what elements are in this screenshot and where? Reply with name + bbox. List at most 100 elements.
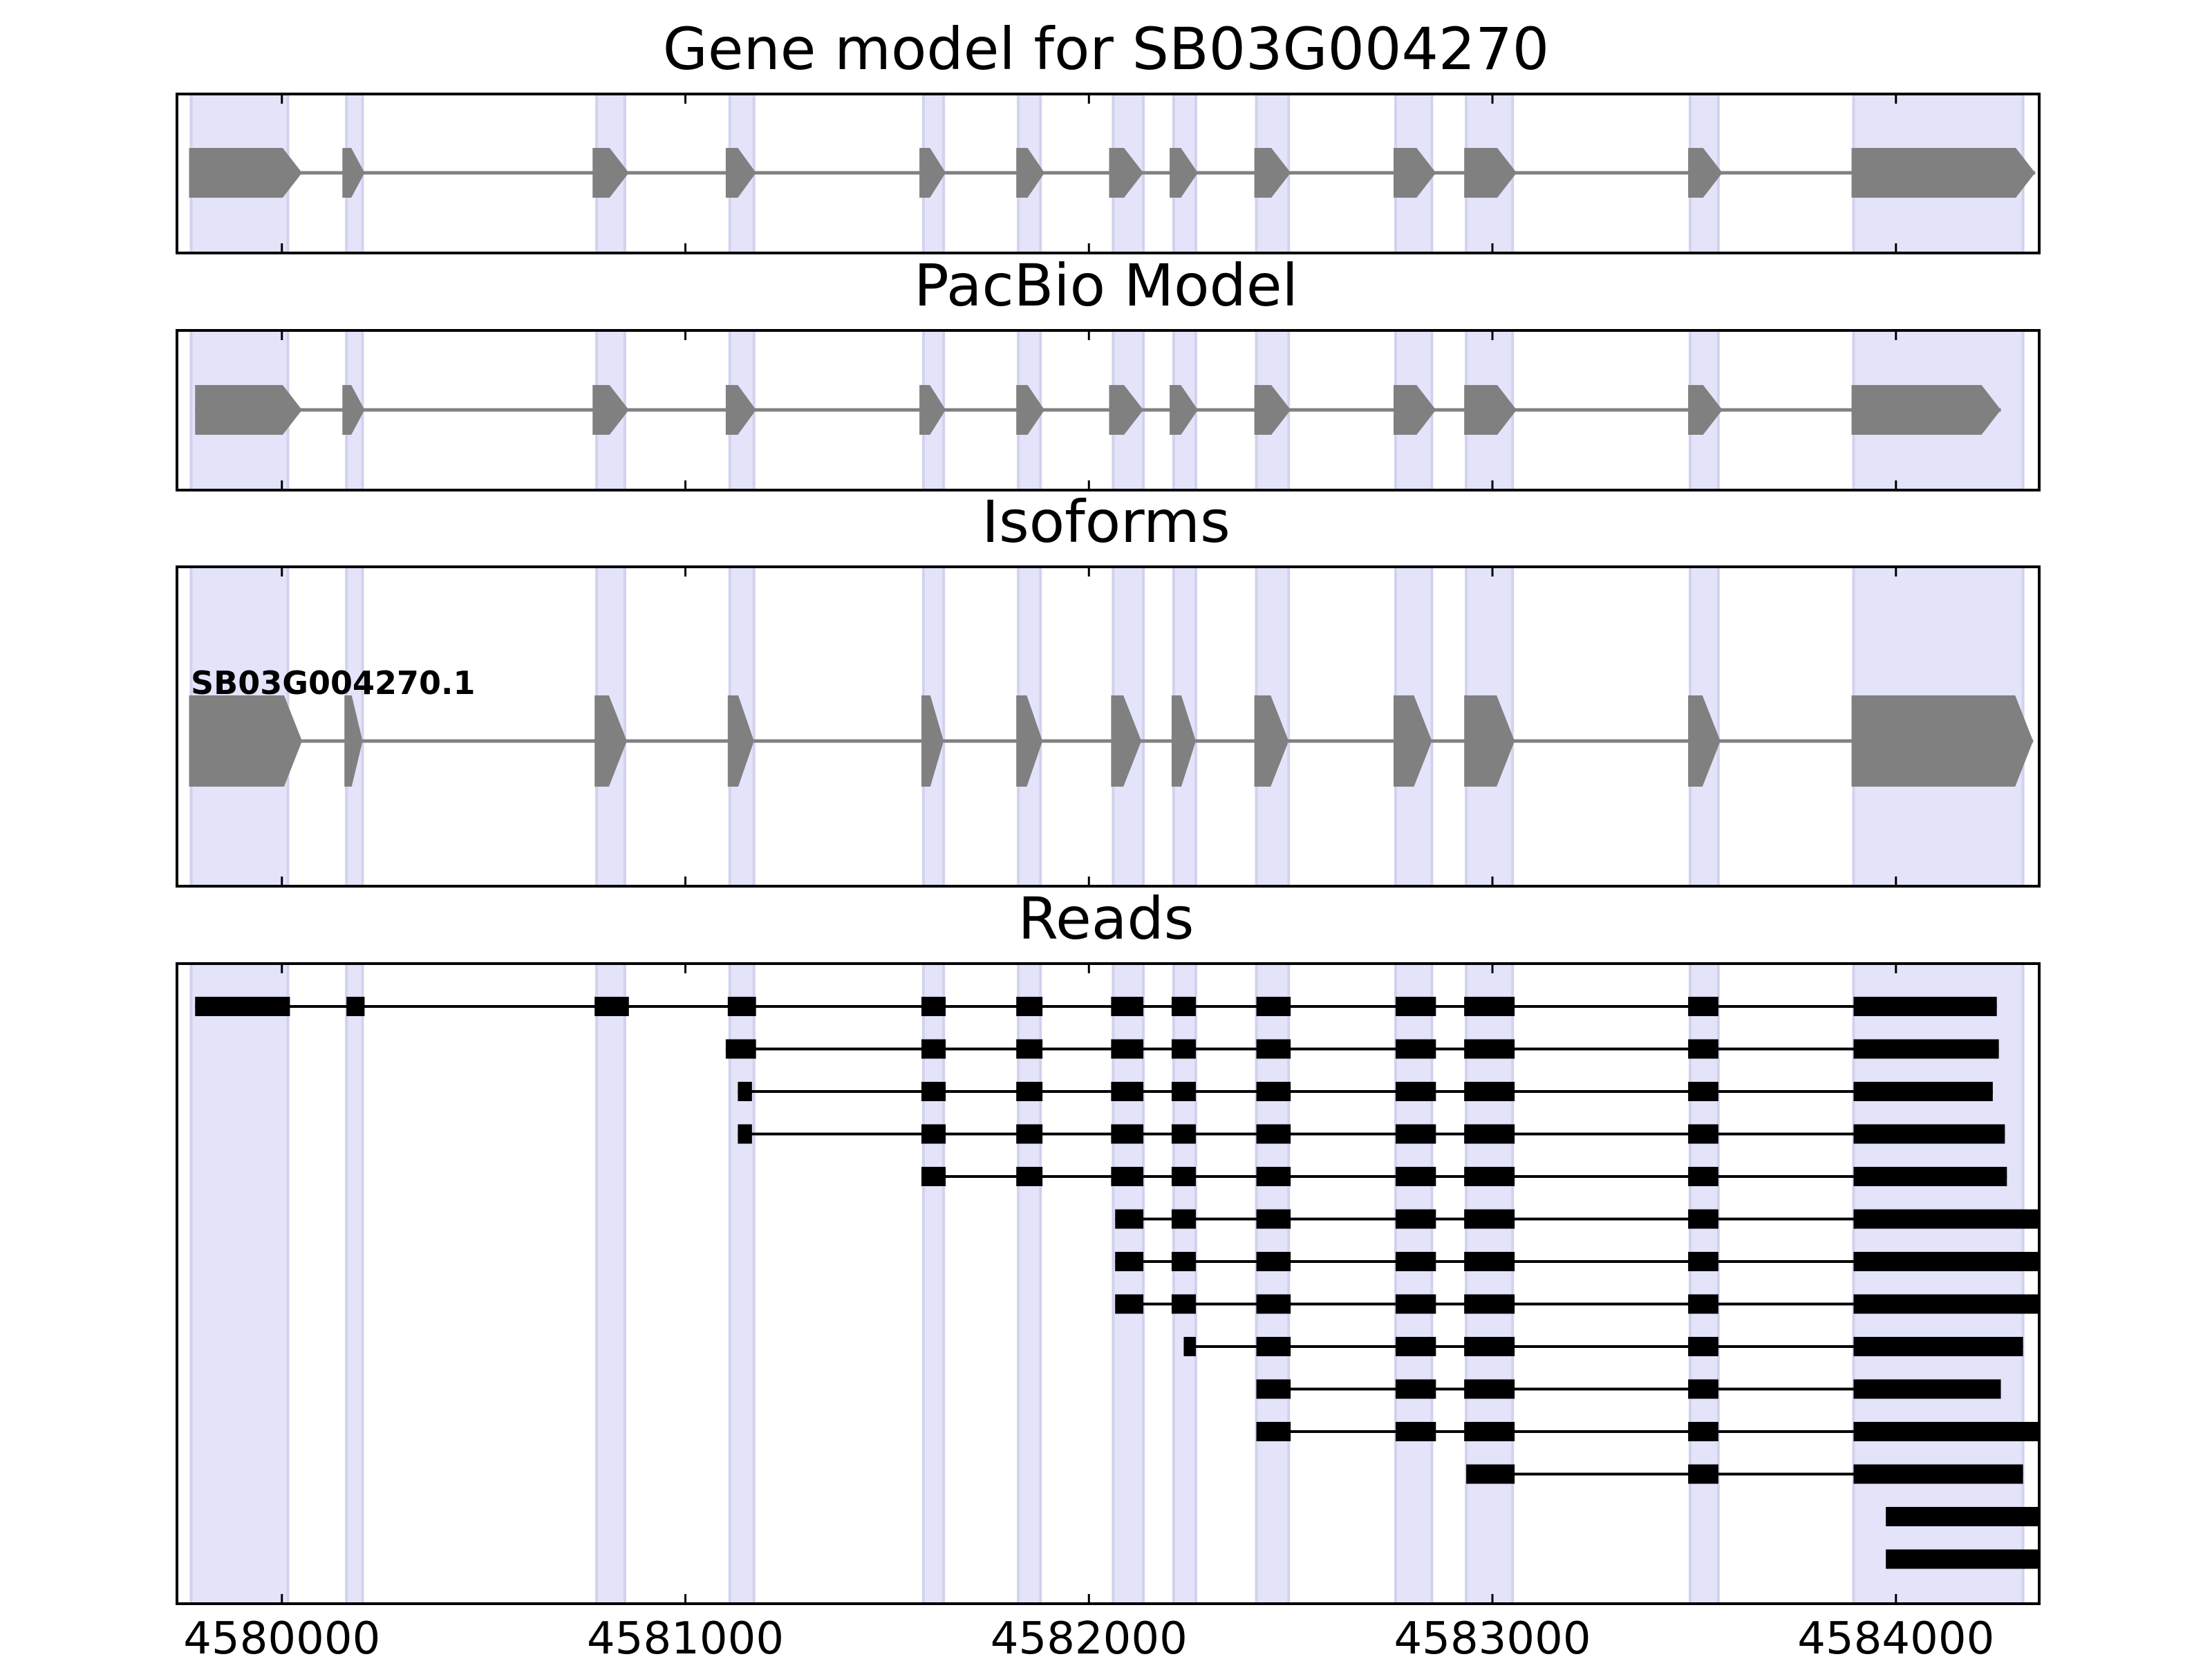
read-block bbox=[1256, 1209, 1291, 1229]
read-block bbox=[725, 1039, 756, 1059]
read-block bbox=[1464, 1422, 1515, 1441]
panel-frame bbox=[176, 565, 2041, 888]
exon-block bbox=[727, 695, 754, 787]
highlight-region bbox=[1255, 962, 1291, 1605]
read-block bbox=[1256, 1252, 1291, 1271]
panel-frame bbox=[176, 329, 2041, 491]
read-row bbox=[1256, 1422, 2039, 1441]
read-block bbox=[1395, 1039, 1436, 1059]
read-block bbox=[1111, 997, 1144, 1016]
x-tick-label: 4580000 bbox=[183, 1613, 380, 1659]
read-block bbox=[1688, 997, 1718, 1016]
read-block bbox=[1688, 1039, 1718, 1059]
read-block bbox=[1111, 1167, 1144, 1186]
read-block bbox=[1256, 1422, 1291, 1441]
exon-block bbox=[725, 385, 756, 435]
read-block bbox=[1171, 1167, 1196, 1186]
read-row bbox=[1115, 1294, 2039, 1314]
reads-panel: Reads bbox=[176, 885, 2041, 1605]
read-block bbox=[1853, 1209, 2039, 1229]
gene-model-panel: Gene model for SB03G004270 bbox=[176, 15, 2041, 254]
exon-block bbox=[592, 385, 629, 435]
read-block bbox=[1395, 1379, 1436, 1399]
highlight-region bbox=[189, 962, 290, 1605]
read-row bbox=[725, 1039, 1999, 1059]
read-block bbox=[1853, 1294, 2039, 1314]
highlight-region bbox=[345, 962, 364, 1605]
read-block bbox=[738, 1082, 752, 1101]
read-block bbox=[1183, 1337, 1196, 1356]
read-block bbox=[1256, 1082, 1291, 1101]
x-tick-label: 4581000 bbox=[587, 1613, 784, 1659]
read-block bbox=[1171, 1039, 1196, 1059]
read-block bbox=[195, 997, 290, 1016]
read-row bbox=[1256, 1379, 2001, 1399]
read-block bbox=[1853, 1422, 2039, 1441]
exon-block bbox=[1170, 385, 1198, 435]
read-block bbox=[1256, 1379, 1291, 1399]
x-tick-label: 4583000 bbox=[1394, 1613, 1591, 1659]
read-block bbox=[1111, 1082, 1144, 1101]
exon-block bbox=[344, 695, 363, 787]
exon-block bbox=[921, 695, 944, 787]
x-axis: 4580000 4581000 4582000 4583000 4584000 bbox=[183, 1613, 1994, 1659]
read-block bbox=[1464, 1294, 1515, 1314]
exon-block bbox=[1254, 148, 1291, 198]
read-block bbox=[346, 997, 365, 1016]
read-block bbox=[1688, 1252, 1718, 1271]
exon-block bbox=[1171, 695, 1196, 787]
exon-block bbox=[1394, 695, 1432, 787]
read-block bbox=[1171, 1294, 1196, 1314]
read-block bbox=[1171, 1124, 1196, 1144]
panel-content bbox=[176, 93, 2041, 254]
read-block bbox=[921, 1124, 946, 1144]
read-block bbox=[1464, 1167, 1515, 1186]
read-block bbox=[1464, 1379, 1515, 1399]
read-block bbox=[1256, 1294, 1291, 1314]
read-block bbox=[1464, 1082, 1515, 1101]
exon-block bbox=[1254, 695, 1289, 787]
isoforms-panel: Isoforms SB03G004270.1 bbox=[176, 488, 2041, 888]
read-block bbox=[1853, 1124, 2005, 1144]
read-block bbox=[1171, 997, 1196, 1016]
read-block bbox=[1688, 1379, 1718, 1399]
highlight-region bbox=[1852, 962, 2025, 1605]
exon-block bbox=[919, 385, 946, 435]
read-block bbox=[1256, 1167, 1291, 1186]
read-block bbox=[921, 1039, 946, 1059]
exon-block bbox=[1394, 148, 1436, 198]
panel-title-gene-model: Gene model for SB03G004270 bbox=[663, 15, 1549, 83]
panel-title-pacbio-model: PacBio Model bbox=[914, 252, 1298, 319]
read-block bbox=[1395, 1252, 1436, 1271]
reads-content bbox=[176, 962, 2041, 1605]
read-block bbox=[921, 1082, 946, 1101]
panel-frame bbox=[176, 93, 2041, 254]
read-block bbox=[1395, 1294, 1436, 1314]
panel-content bbox=[176, 329, 2041, 491]
exon-block bbox=[1016, 148, 1045, 198]
read-block bbox=[1688, 1124, 1718, 1144]
read-block bbox=[1016, 1167, 1043, 1186]
read-row bbox=[1886, 1549, 2039, 1569]
highlight-region bbox=[1112, 962, 1145, 1605]
read-block bbox=[1464, 997, 1515, 1016]
panel-frame bbox=[176, 962, 2041, 1605]
read-block bbox=[1115, 1252, 1144, 1271]
read-block bbox=[1464, 1337, 1515, 1356]
exon-block bbox=[189, 148, 302, 198]
read-block bbox=[1016, 1082, 1043, 1101]
highlight-region bbox=[1689, 962, 1720, 1605]
read-block bbox=[1395, 997, 1436, 1016]
read-row bbox=[1115, 1252, 2039, 1271]
highlight-region bbox=[921, 962, 946, 1605]
read-block bbox=[1886, 1549, 2039, 1569]
read-block bbox=[1395, 1337, 1436, 1356]
exon-block bbox=[342, 148, 365, 198]
read-row bbox=[738, 1082, 1993, 1101]
read-block bbox=[921, 1167, 946, 1186]
read-block bbox=[1171, 1209, 1196, 1229]
exon-block bbox=[189, 695, 302, 787]
read-block bbox=[1688, 1464, 1718, 1484]
highlight-region bbox=[1394, 962, 1434, 1605]
